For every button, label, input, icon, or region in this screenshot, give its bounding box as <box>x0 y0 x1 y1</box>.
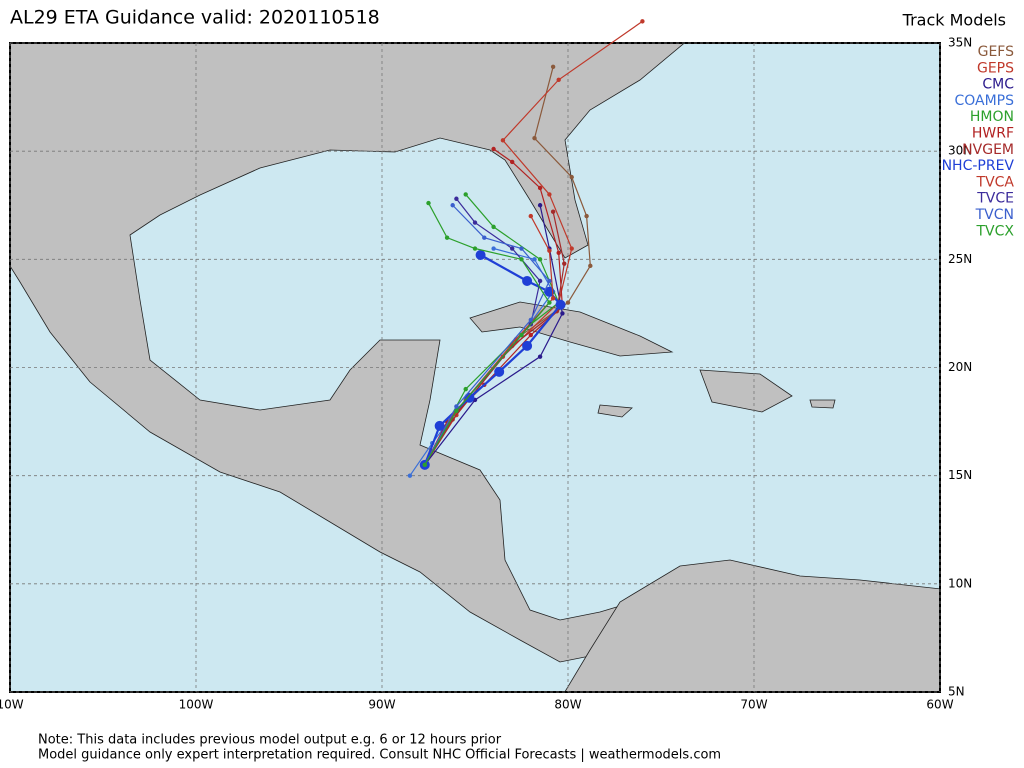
track-point <box>472 246 478 251</box>
track-point <box>569 174 574 180</box>
track-point <box>569 246 574 251</box>
track-point <box>454 408 459 413</box>
legend-entry: NVGEM <box>962 142 1014 158</box>
track-line <box>424 202 551 466</box>
track-point <box>547 278 552 284</box>
legend-entry: GEPS <box>977 60 1014 76</box>
track-point <box>537 354 543 359</box>
track-point <box>528 213 533 219</box>
track-point <box>464 392 475 403</box>
track-point <box>537 203 543 208</box>
legend-entry: GEFS <box>978 44 1015 60</box>
track-point <box>510 159 515 165</box>
track-point <box>547 300 552 305</box>
track-point <box>640 19 645 24</box>
lon-label: 60W <box>926 698 953 712</box>
track-point <box>454 404 459 409</box>
lon-label: 70W <box>740 698 767 712</box>
track-point <box>422 462 427 468</box>
lat-label: 30N <box>948 144 972 158</box>
track-point <box>475 250 486 261</box>
track-point <box>547 248 552 253</box>
track-point <box>463 192 468 197</box>
track-point <box>519 332 524 338</box>
track-point <box>556 77 561 82</box>
track-point <box>491 246 496 251</box>
tracks <box>407 19 645 478</box>
track-point <box>494 366 505 377</box>
track-point <box>547 192 552 197</box>
track-point <box>522 340 533 351</box>
legend-entry: HMON <box>970 109 1014 125</box>
track-point <box>519 257 524 262</box>
track-point <box>550 296 556 301</box>
lat-label: 15N <box>948 468 972 482</box>
track-point <box>528 332 533 338</box>
legend-entry: NHC-PREV <box>942 158 1015 174</box>
track-point <box>550 209 556 214</box>
track-point <box>491 224 496 230</box>
track-point <box>426 200 431 206</box>
track-point <box>500 138 506 143</box>
lat-label: 35N <box>948 36 972 50</box>
lat-label: 10N <box>948 576 972 590</box>
track-point <box>562 261 567 266</box>
track-point <box>434 420 445 431</box>
lon-label: 90W <box>368 698 395 712</box>
track-point <box>482 235 487 240</box>
track-point <box>560 311 565 316</box>
track-point <box>472 220 478 225</box>
track-point <box>537 278 543 284</box>
track-line <box>424 211 565 466</box>
legend-entry: TVCA <box>976 174 1015 190</box>
track-point <box>588 263 593 269</box>
track-point <box>407 473 413 478</box>
legend-entry: TVCN <box>975 207 1014 223</box>
track-point <box>550 64 556 69</box>
track-point <box>454 196 459 201</box>
track-point <box>556 250 561 256</box>
lon-label: 10W <box>0 698 24 712</box>
track-point <box>450 203 455 208</box>
lon-label: 100W <box>179 698 214 712</box>
title: AL29 ETA Guidance valid: 2020110518 <box>10 7 380 29</box>
footer-note: Note: This data includes previous model … <box>38 733 502 748</box>
track-point <box>510 246 515 251</box>
lat-label: 5N <box>948 685 965 699</box>
track-point <box>537 257 543 262</box>
lat-label: 25N <box>948 252 972 266</box>
legend-entry: COAMPS <box>954 93 1014 109</box>
track-point <box>444 235 450 240</box>
lat-label: 20N <box>948 360 972 374</box>
track-point <box>491 146 496 152</box>
legend-entry: CMC <box>982 77 1014 93</box>
lon-label: 80W <box>554 698 581 712</box>
track-point <box>522 275 533 286</box>
track-point <box>463 386 468 392</box>
track-point <box>555 299 566 310</box>
track-point <box>532 135 537 141</box>
land <box>10 43 940 692</box>
legend-title: Track Models <box>902 11 1006 30</box>
track-point <box>537 185 543 191</box>
footer-note: Model guidance only expert interpretatio… <box>38 748 721 763</box>
track-point <box>532 257 537 262</box>
track-point <box>519 246 524 251</box>
legend-entry: TVCX <box>976 223 1015 239</box>
track-point <box>565 300 571 305</box>
track-point <box>528 317 533 323</box>
track-point <box>584 213 589 219</box>
track-line <box>424 205 564 466</box>
legend-entry: TVCE <box>976 191 1014 207</box>
legend-entry: HWRF <box>972 126 1014 142</box>
